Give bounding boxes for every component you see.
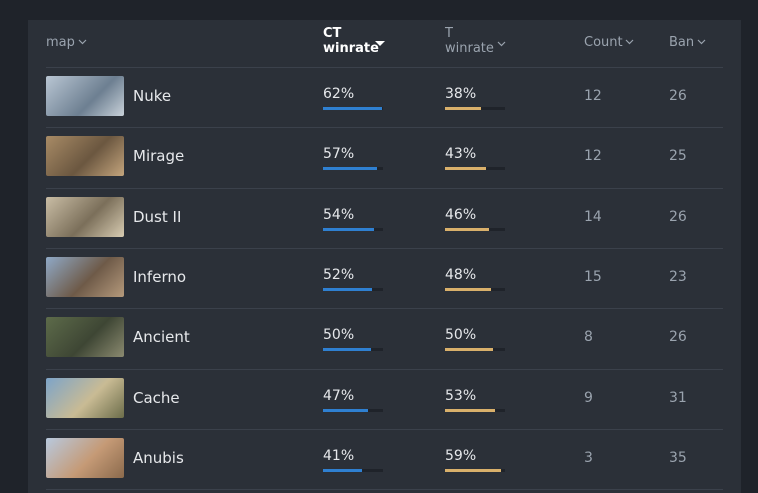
count: 12 — [584, 88, 602, 104]
t-winrate: 50% — [445, 327, 477, 344]
ct-winrate: 41% — [323, 447, 355, 464]
map-thumbnail — [46, 437, 124, 478]
sort-icon — [497, 41, 506, 47]
row-divider — [46, 67, 723, 68]
row-divider — [46, 489, 723, 491]
t-winrate: 43% — [445, 146, 477, 163]
t-winrate-bar — [445, 408, 496, 412]
ct-winrate: 62% — [323, 86, 355, 102]
map-thumbnail — [46, 317, 124, 358]
ct-winrate: 52% — [323, 266, 355, 283]
row-divider — [46, 187, 723, 189]
sort-icon — [697, 39, 706, 45]
map-thumbnail — [46, 196, 124, 237]
ban: 26 — [669, 329, 687, 346]
ct-winrate-bar — [323, 167, 378, 171]
row-divider — [46, 368, 723, 370]
count: 3 — [584, 449, 593, 466]
count: 14 — [584, 208, 602, 225]
ct-winrate-bar — [323, 287, 373, 291]
ct-winrate: 50% — [323, 327, 355, 344]
t-winrate: 53% — [445, 387, 477, 404]
t-winrate-bar — [445, 348, 493, 352]
row-divider — [46, 247, 723, 249]
t-winrate-bar — [445, 107, 482, 110]
count: 9 — [584, 389, 593, 406]
table-panel: map CT winrate T winrate Count Ban Nuke 6… — [28, 20, 741, 493]
t-winrate: 46% — [445, 206, 477, 223]
map-name: Ancient — [133, 328, 190, 347]
map-header[interactable]: map — [46, 35, 75, 50]
map-name: Nuke — [133, 87, 172, 105]
t-winrate: 38% — [445, 86, 477, 102]
map-name: Mirage — [133, 147, 185, 166]
t-header[interactable]: T winrate — [445, 26, 494, 56]
ct-header[interactable]: CT winrate — [323, 26, 379, 56]
map-name: Inferno — [133, 267, 187, 286]
t-winrate: 59% — [445, 447, 477, 464]
map-thumbnail — [46, 377, 124, 418]
t-winrate-bar — [445, 468, 502, 472]
ct-winrate: 47% — [323, 387, 355, 404]
map-name: Anubis — [133, 448, 184, 467]
ct-winrate-bar — [323, 408, 368, 412]
sort-icon — [625, 39, 634, 45]
ban: 25 — [669, 148, 687, 165]
ct-winrate-bar — [323, 468, 362, 472]
ct-winrate-bar — [323, 348, 371, 352]
ct-winrate: 54% — [323, 206, 355, 223]
t-winrate-bar — [445, 287, 491, 291]
ban: 31 — [669, 389, 687, 406]
count: 12 — [584, 148, 602, 165]
ct-winrate-bar — [323, 227, 375, 231]
ct-winrate-bar — [323, 107, 382, 110]
map-thumbnail — [46, 76, 124, 116]
ban: 26 — [669, 88, 687, 104]
ban-header[interactable]: Ban — [669, 35, 695, 50]
count-header[interactable]: Count — [584, 35, 623, 50]
row-divider — [46, 428, 723, 430]
ban: 23 — [669, 268, 687, 285]
map-thumbnail — [46, 136, 124, 177]
count: 15 — [584, 268, 602, 285]
t-winrate-bar — [445, 167, 486, 171]
ban: 26 — [669, 208, 687, 225]
sort-icon — [78, 39, 87, 45]
row-divider — [46, 308, 723, 310]
map-name: Dust II — [133, 207, 182, 226]
sort-icon — [375, 41, 385, 46]
row-divider — [46, 127, 723, 129]
map-thumbnail — [46, 256, 124, 297]
t-winrate-bar — [445, 227, 489, 231]
map-name: Cache — [133, 388, 180, 407]
count: 8 — [584, 329, 593, 346]
ban: 35 — [669, 449, 687, 466]
t-winrate: 48% — [445, 266, 477, 283]
ct-winrate: 57% — [323, 146, 355, 163]
